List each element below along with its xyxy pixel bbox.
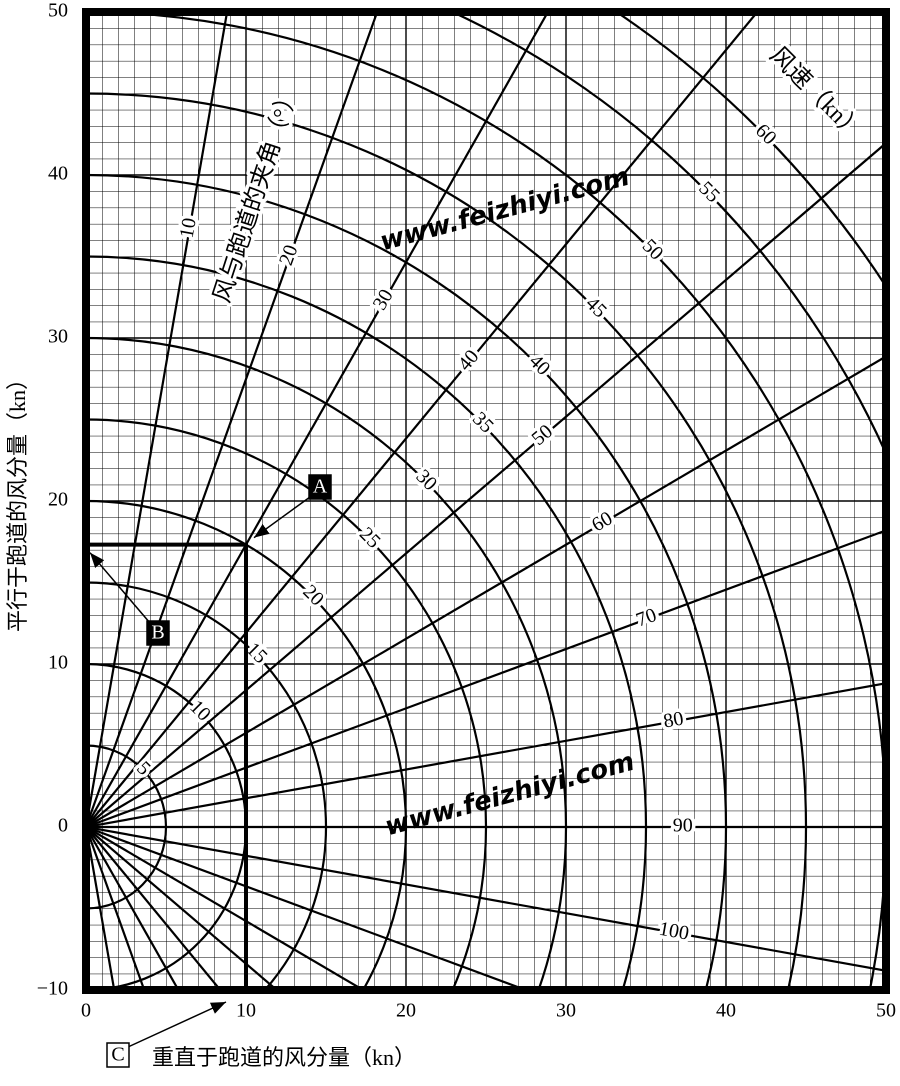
x-tick-label: 20 xyxy=(396,1000,416,1022)
angle-label: 10 xyxy=(176,216,201,240)
angle-line xyxy=(86,825,886,972)
annotation-box xyxy=(146,620,170,646)
angle-line xyxy=(86,825,529,990)
arrow xyxy=(253,496,311,539)
arrow xyxy=(89,552,151,624)
annotation-label: B xyxy=(151,622,164,644)
angle-label: 80 xyxy=(662,707,686,732)
annotation-box xyxy=(308,474,332,500)
angle-line xyxy=(86,141,886,828)
y-tick-label: −10 xyxy=(37,978,68,1000)
angle-line xyxy=(86,826,366,990)
x-tick-label: 30 xyxy=(556,1000,576,1022)
x-tick-label: 0 xyxy=(81,1000,91,1022)
x-tick-label: 10 xyxy=(236,1000,256,1022)
annotation-label: A xyxy=(313,476,328,498)
example-path xyxy=(86,542,248,990)
y-axis-title: 平行于跑道的风分量（kn） xyxy=(5,368,30,632)
angle-line xyxy=(86,12,550,828)
angle-line xyxy=(86,529,886,829)
x-tick-label: 50 xyxy=(876,1000,896,1022)
annotation-box xyxy=(106,1042,130,1068)
y-tick-label: 40 xyxy=(48,163,68,185)
y-tick-label: 0 xyxy=(58,815,68,837)
annotation-label: C xyxy=(111,1044,124,1066)
angle-line xyxy=(86,682,886,829)
angle-line xyxy=(86,12,759,828)
arrow xyxy=(127,1001,227,1048)
angle-line xyxy=(86,355,886,828)
y-tick-label: 10 xyxy=(48,652,68,674)
y-tick-label: 50 xyxy=(48,0,68,22)
x-tick-label: 40 xyxy=(716,1000,736,1022)
y-tick-label: 30 xyxy=(48,326,68,348)
angle-line xyxy=(86,12,379,828)
angle-label: 90 xyxy=(673,815,693,837)
frame xyxy=(82,8,890,994)
x-axis-title: 重直于跑道的风分量（kn） xyxy=(152,1045,416,1070)
angle-line xyxy=(86,12,229,828)
y-tick-label: 20 xyxy=(48,489,68,511)
